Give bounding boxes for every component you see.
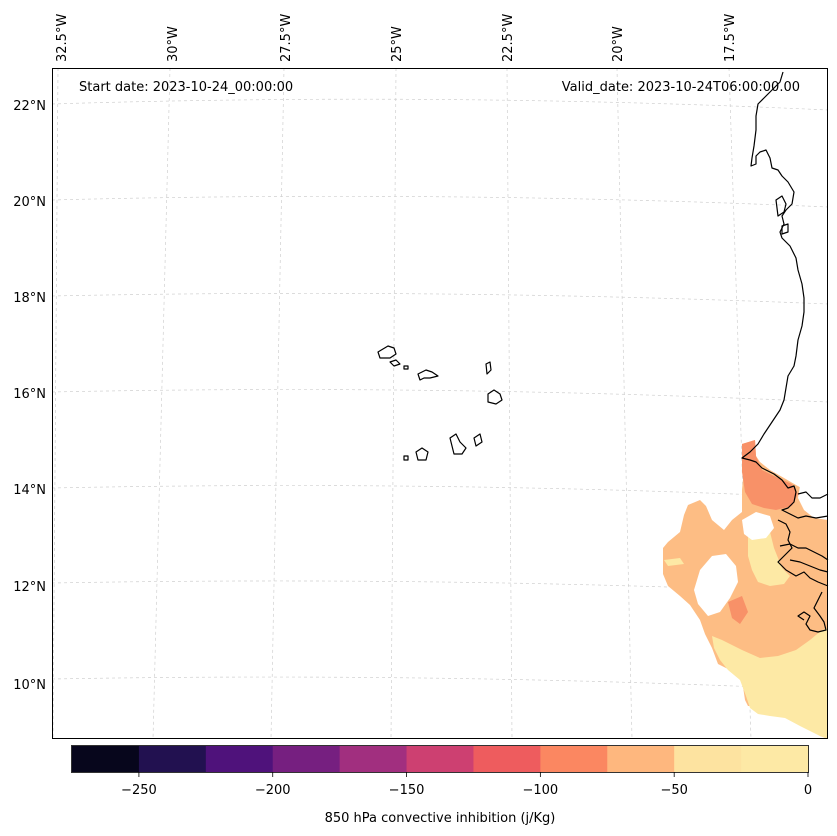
- lon-label-27-5w: 27.5°W: [279, 14, 294, 62]
- coastline-inlet: [779, 491, 829, 573]
- colorbar-segment: [674, 746, 742, 772]
- lon-label-20w: 20°W: [611, 26, 626, 62]
- cin-field-light-region-south: [712, 628, 828, 739]
- lon-label-32-5w: 32.5°W: [55, 14, 70, 62]
- lat-label-14n: 14°N: [13, 483, 46, 498]
- colorbar-segment: [540, 746, 608, 772]
- colorbar-segment: [741, 746, 809, 772]
- island-santo-antao: [377, 345, 397, 359]
- colorbar-tick-label: −50: [660, 783, 687, 798]
- colorbar-tick-label: −150: [389, 783, 425, 798]
- island-santiago: [449, 433, 467, 455]
- coastline-bays: [775, 195, 789, 235]
- colorbar-segment: [406, 746, 474, 772]
- cin-field-strong-region: [742, 440, 798, 510]
- colorbar-tick-label: −200: [255, 783, 291, 798]
- gridline-lon-32-5: [52, 67, 59, 740]
- lat-label-10n: 10°N: [13, 678, 46, 693]
- lat-label-12n: 12°N: [13, 580, 46, 595]
- lat-label-20n: 20°N: [13, 195, 46, 210]
- valid-date-label: Valid_date: 2023-10-24T06:00:00.00: [562, 80, 800, 95]
- cape-verde-islands: [377, 345, 503, 461]
- gridline-lat-18: [51, 292, 829, 305]
- colorbar: −250 −200 −150 −100 −50 0 850 hPa convective …: [71, 745, 812, 826]
- cin-field-light-region-north: [748, 524, 790, 586]
- lon-label-17-5w: 17.5°W: [723, 14, 738, 62]
- coastlines: [741, 71, 829, 633]
- cin-field: [663, 440, 828, 739]
- cin-field-hole-2: [742, 512, 774, 540]
- coastline-west-africa: [741, 71, 829, 633]
- cin-field-hole-1: [694, 554, 738, 616]
- colorbar-segment: [272, 746, 341, 772]
- gridline-lon-27-5: [270, 67, 285, 740]
- lat-label-16n: 16°N: [13, 387, 46, 402]
- colorbar-label: 850 hPa convective inhibition (j/Kg): [325, 811, 556, 826]
- colorbar-segment: [205, 746, 274, 772]
- latitude-labels: 22°N 20°N 18°N 16°N 14°N 12°N 10°N: [13, 99, 46, 693]
- gridline-lat-10: [51, 676, 829, 691]
- island-santa-luzia: [403, 365, 409, 370]
- lon-label-22-5w: 22.5°W: [501, 14, 516, 62]
- colorbar-segment: [339, 746, 408, 772]
- lon-label-30w: 30°W: [166, 26, 181, 62]
- island-sao-nicolau: [417, 369, 439, 381]
- map-frame-bg: [52, 68, 828, 739]
- gridline-lat-20: [51, 195, 829, 208]
- colorbar-segment: [72, 746, 140, 772]
- island-maio: [473, 433, 483, 447]
- cin-field-hole-3: [798, 486, 828, 520]
- colorbar-tick-label: 0: [804, 783, 812, 798]
- colorbar-ticks: −250 −200 −150 −100 −50 0: [121, 772, 812, 798]
- cin-field-light-region-west: [664, 558, 684, 566]
- gridline-lat-16: [51, 389, 829, 403]
- gridline-lat-12: [51, 580, 829, 594]
- lat-label-22n: 22°N: [13, 99, 46, 114]
- colorbar-tick-label: −100: [523, 783, 559, 798]
- colorbar-segment: [138, 746, 207, 772]
- gridline-lon-25: [390, 67, 397, 740]
- gridline-lat-22: [51, 98, 829, 111]
- island-fogo: [415, 447, 429, 461]
- island-boa-vista: [487, 389, 503, 405]
- gridline-lon-20: [616, 67, 633, 740]
- lat-label-18n: 18°N: [13, 291, 46, 306]
- colorbar-segments: [72, 746, 809, 772]
- colorbar-segment: [473, 746, 541, 772]
- map-border: [52, 68, 828, 739]
- island-brava: [403, 455, 409, 461]
- colorbar-segment: [607, 746, 675, 772]
- island-sal: [485, 361, 492, 375]
- island-sao-vicente: [389, 359, 401, 367]
- colorbar-border: [71, 745, 809, 773]
- colorbar-tick-label: −250: [121, 783, 157, 798]
- cin-field-strong-patch: [728, 596, 748, 624]
- gridline-lon-22-5: [506, 67, 513, 740]
- start-date-label: Start date: 2023-10-24_00:00:00: [79, 80, 293, 95]
- lon-label-25w: 25°W: [390, 26, 405, 62]
- gridline-lat-14: [51, 485, 829, 499]
- longitude-labels: 32.5°W 30°W 27.5°W 25°W 22.5°W 20°W 17.5…: [55, 14, 738, 62]
- gridline-lon-30: [152, 67, 171, 740]
